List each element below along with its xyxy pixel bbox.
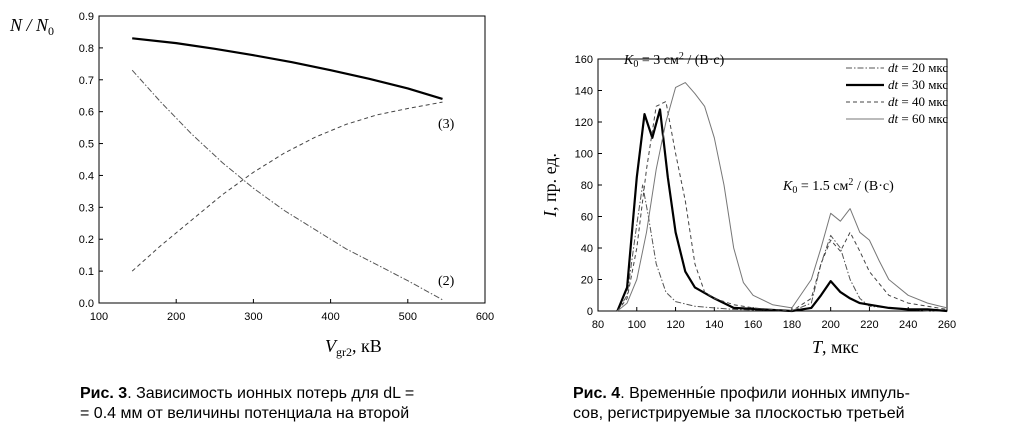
series-line-3 xyxy=(617,82,948,312)
y-tick-label: 80 xyxy=(581,180,593,192)
y-tick-label: 120 xyxy=(575,117,593,129)
chart2-legend: dt = 20 мкс dt = 30 мкс dt = 40 мкс dt = 60… xyxy=(846,60,948,126)
x-tick-label: 240 xyxy=(899,319,917,331)
y-tick-label: 100 xyxy=(575,149,593,161)
x-tick-label: 400 xyxy=(321,311,339,323)
y-tick-label: 40 xyxy=(581,243,593,255)
chart-time-profiles: 0 20 40 60 80 100 120 140 160 80 100 120 140 160 180 2… xyxy=(540,51,956,357)
y-tick-label: 160 xyxy=(575,54,593,66)
caption-fig3-line1: . Зависимость ионных потерь для dL = xyxy=(127,385,415,402)
series-line-0 xyxy=(616,184,947,312)
series-line-2 xyxy=(131,69,443,301)
legend-label-2: dt = 40 мкс xyxy=(888,94,948,109)
x-tick-label: 100 xyxy=(90,311,108,323)
x-tick-label: 220 xyxy=(860,319,878,331)
y-tick-label: 60 xyxy=(581,212,593,224)
y-tick-label: 0.6 xyxy=(79,107,94,119)
y-tick-label: 0 xyxy=(587,306,593,318)
y-tick-label: 0.4 xyxy=(79,170,94,182)
y-tick-label: 140 xyxy=(575,86,593,98)
chart2-ylabel: I, пр. ед. xyxy=(540,153,560,218)
series-line-0 xyxy=(132,37,443,100)
caption-fig4-line1: . Временны́е профили ионных импуль- xyxy=(620,385,910,402)
series-line-1 xyxy=(616,108,948,313)
y-tick-label: 0.0 xyxy=(79,298,94,310)
chart2-xlabel: T, мкс xyxy=(812,337,859,357)
y-tick-label: 20 xyxy=(581,275,593,287)
y-tick-label: 0.8 xyxy=(79,43,94,55)
x-tick-label: 80 xyxy=(592,319,604,331)
caption-fig4: Рис. 4. Временны́е профили ионных импуль… xyxy=(573,384,910,424)
caption-fig3-line2: = 0.4 мм от величины потенциала на второ… xyxy=(80,405,410,422)
x-tick-label: 200 xyxy=(821,319,839,331)
y-tick-label: 0.9 xyxy=(79,11,94,23)
series-line-2 xyxy=(617,101,948,312)
y-tick-label: 0.3 xyxy=(79,202,94,214)
chart1-xlabel: Vgr2, кВ xyxy=(325,336,382,359)
chart1-ylabel: N / N0 xyxy=(9,15,54,38)
x-tick-label: 140 xyxy=(705,319,723,331)
chart-ion-losses: 0.0 0.1 0.2 0.3 0.4 0.5 0.6 0.7 0.8 0.9 100 200 300… xyxy=(9,11,494,359)
chart1-annotation-3: (3) xyxy=(438,117,455,132)
x-tick-label: 100 xyxy=(628,319,646,331)
x-tick-label: 160 xyxy=(744,319,762,331)
caption-fig3-label: Рис. 3 xyxy=(80,385,128,402)
x-tick-label: 200 xyxy=(167,311,185,323)
y-tick-label: 0.2 xyxy=(79,234,94,246)
y-tick-label: 0.5 xyxy=(79,139,94,151)
y-tick-label: 0.7 xyxy=(79,75,94,87)
chart2-annotation-k0-3: K0 = 3 см2 / (В·с) xyxy=(623,51,725,70)
chart1-annotation-2: (2) xyxy=(438,274,455,289)
x-tick-label: 120 xyxy=(666,319,684,331)
legend-label-1: dt = 30 мкс xyxy=(888,77,948,92)
x-tick-label: 180 xyxy=(783,319,801,331)
chart2-annotation-k0-15: K0 = 1.5 см2 / (В·с) xyxy=(782,177,894,196)
legend-label-3: dt = 60 мкс xyxy=(888,111,948,126)
x-tick-label: 600 xyxy=(476,311,494,323)
series-line-1 xyxy=(131,101,443,272)
caption-fig4-label: Рис. 4 xyxy=(573,385,621,402)
x-tick-label: 300 xyxy=(244,311,262,323)
caption-fig4-line2: сов, регистрируемые за плоскостью третье… xyxy=(573,405,905,422)
x-tick-label: 260 xyxy=(938,319,956,331)
legend-label-0: dt = 20 мкс xyxy=(888,60,948,75)
y-tick-label: 0.1 xyxy=(79,266,94,278)
caption-fig3: Рис. 3. Зависимость ионных потерь для dL… xyxy=(80,384,414,424)
x-tick-label: 500 xyxy=(399,311,417,323)
chart1-frame xyxy=(98,15,486,304)
